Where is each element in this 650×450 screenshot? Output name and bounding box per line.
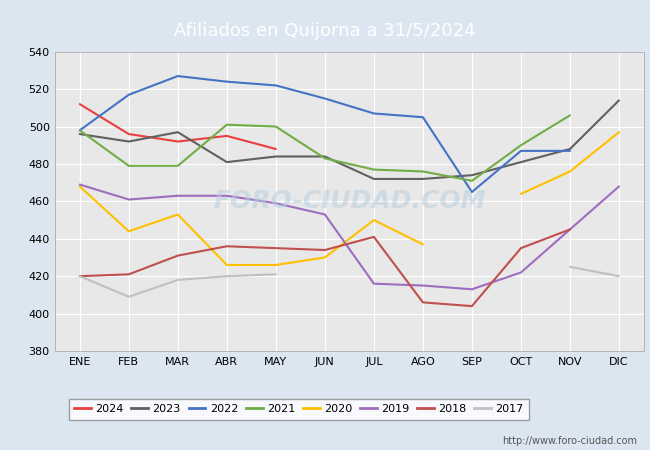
Legend: 2024, 2023, 2022, 2021, 2020, 2019, 2018, 2017: 2024, 2023, 2022, 2021, 2020, 2019, 2018… xyxy=(69,399,529,420)
Text: Afiliados en Quijorna a 31/5/2024: Afiliados en Quijorna a 31/5/2024 xyxy=(174,22,476,40)
Text: http://www.foro-ciudad.com: http://www.foro-ciudad.com xyxy=(502,436,637,446)
Text: FORO-CIUDAD.COM: FORO-CIUDAD.COM xyxy=(213,189,486,213)
